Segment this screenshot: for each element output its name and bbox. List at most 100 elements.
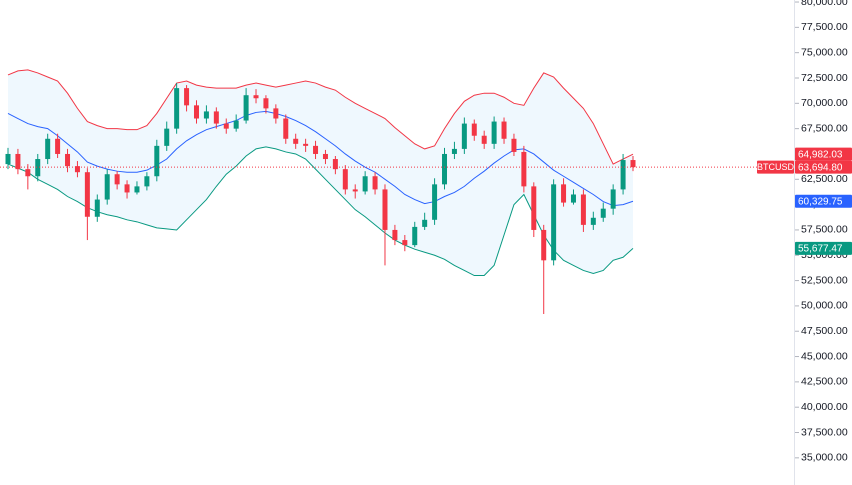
candle-body (501, 121, 507, 139)
y-tick-label: 37,500.00 (801, 426, 848, 438)
candle-body (263, 98, 269, 109)
candle-body (412, 226, 418, 246)
price-tag: 55,677.47 (795, 241, 852, 255)
candle-body (174, 88, 180, 129)
y-tick-label: 62,500.00 (801, 173, 848, 185)
y-tick-label: 70,000.00 (801, 97, 848, 109)
price-tag-box (795, 241, 852, 255)
candle-body (273, 108, 279, 119)
band-line (7, 146, 634, 277)
price-tag-label: 55,677.47 (798, 244, 843, 255)
candle-body (442, 153, 448, 185)
price-tag-box (795, 194, 852, 208)
price-tag-box (795, 147, 852, 161)
y-tick-label: 35,000.00 (801, 452, 848, 464)
candle-body (422, 219, 428, 227)
candle-body (372, 176, 378, 190)
candle-body (590, 217, 596, 225)
candle-body (303, 143, 309, 146)
candle-body (283, 118, 289, 139)
y-tick-label: 52,500.00 (801, 274, 848, 286)
candle-body (491, 121, 497, 144)
symbol-tag: BTCUSD (757, 160, 795, 174)
candle-body (15, 153, 21, 170)
candle-body (531, 186, 537, 230)
y-tick-label: 40,000.00 (801, 401, 848, 413)
candle-body (600, 208, 606, 218)
candle-body (511, 138, 517, 152)
candle-body (45, 138, 51, 160)
symbol-tag-box (757, 160, 794, 174)
candle-body (84, 172, 90, 217)
candle-body (193, 105, 199, 119)
candle-body (630, 160, 636, 168)
candle-body (293, 138, 299, 144)
y-tick-label: 75,000.00 (801, 46, 848, 58)
y-tick-label: 72,500.00 (801, 72, 848, 84)
band-fill (8, 69, 633, 276)
candle-body (570, 194, 576, 203)
y-tick-label: 50,000.00 (801, 300, 848, 312)
price-tag: 64,982.03 (795, 147, 852, 161)
candle-body (164, 128, 170, 146)
candle-body (243, 95, 249, 121)
candle-body (352, 189, 358, 192)
candle-body (154, 145, 160, 177)
candle-body (402, 240, 408, 246)
candle-body (551, 184, 557, 261)
candle-body (184, 88, 190, 106)
price-tag-label: 64,982.03 (798, 149, 843, 160)
candle-body (451, 148, 457, 154)
candle-body (55, 138, 61, 154)
band-line (7, 110, 634, 207)
y-tick-label: 47,500.00 (801, 325, 848, 337)
candle-body (5, 153, 11, 165)
symbol-label: BTCUSD (757, 162, 795, 172)
candle-body (481, 135, 487, 144)
candle-body (253, 95, 259, 99)
candle-body (25, 169, 31, 177)
price-tag-label: 60,329.75 (798, 196, 843, 207)
band-line (7, 69, 634, 165)
candle-body (322, 153, 328, 160)
candle-body (114, 174, 120, 185)
y-tick-label: 57,500.00 (801, 224, 848, 236)
candle-body (144, 176, 150, 187)
candle-body (104, 174, 110, 200)
candle-body (471, 123, 477, 136)
candle-body (94, 199, 100, 217)
candle-body (561, 184, 567, 203)
y-tick-label: 45,000.00 (801, 350, 848, 362)
price-tag: 60,329.75 (795, 194, 852, 208)
candle-body (382, 189, 388, 230)
candle-body (332, 159, 338, 170)
candle-body (392, 229, 398, 241)
candle-body (362, 176, 368, 192)
candle-body (313, 145, 319, 154)
candle-body (65, 153, 71, 167)
candle-body (74, 166, 80, 173)
candle-body (203, 111, 209, 119)
candle-body (233, 120, 239, 129)
candle-body (223, 123, 229, 129)
candle-body (213, 111, 219, 124)
y-tick-label: 80,000.00 (801, 0, 848, 8)
candle-body (620, 160, 626, 190)
price-tag-box (795, 160, 852, 174)
candle-body (461, 123, 467, 149)
candle-body (541, 229, 547, 261)
candle-body (521, 151, 527, 187)
price-tag-label: 63,694.80 (798, 162, 843, 173)
candle-body (134, 186, 140, 193)
price-tag: 63,694.80 (795, 160, 852, 174)
candle-body (610, 189, 616, 209)
y-tick-label: 77,500.00 (801, 21, 848, 33)
y-tick-label: 42,500.00 (801, 376, 848, 388)
candle-body (342, 169, 348, 190)
candle-body (35, 159, 41, 177)
y-tick-label: 55,000.00 (801, 249, 848, 261)
y-tick-label: 67,500.00 (801, 122, 848, 134)
candle-body (432, 184, 438, 220)
candle-body (124, 184, 130, 193)
